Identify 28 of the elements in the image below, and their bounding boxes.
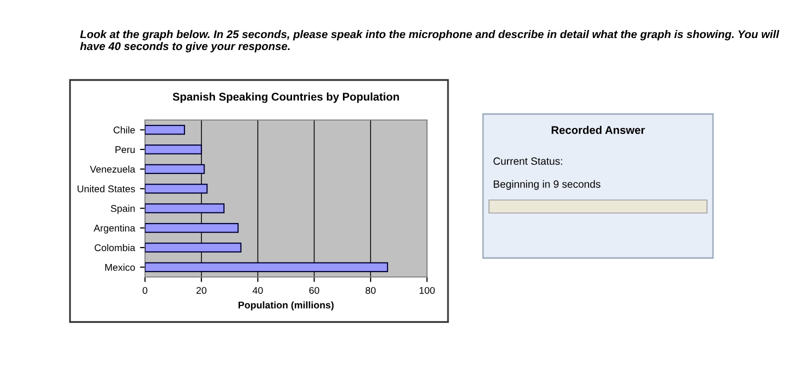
text: Look at the graph below. In 25 seconds, please speak into the microphone and describe in detail what the graph is showing. You will have 40 seconds to give your response. [80, 30, 780, 52]
bar [145, 242, 242, 253]
text: Recorded Answer [552, 126, 645, 134]
x-tick-label: 100 [420, 286, 435, 294]
x-axis-title: Population (millions) [238, 301, 334, 310]
x-tick-label: 40 [252, 286, 263, 294]
y-tick-label: Peru [116, 146, 135, 154]
y-tick-label: Mexico [105, 264, 135, 271]
y-tick-label: Venezuela [90, 166, 136, 173]
x-tick-label: 20 [196, 286, 206, 294]
x-tick-label: 80 [366, 286, 376, 294]
text: Current Status: [494, 157, 562, 165]
bar [145, 144, 202, 154]
bar [145, 222, 239, 233]
y-tick-label: United States [78, 185, 135, 192]
x-tick-label: 60 [309, 286, 320, 294]
y-tick-label: Chile [114, 126, 135, 134]
bar [145, 184, 208, 194]
y-tick-label: Spain [110, 204, 135, 214]
x-tick-label: 0 [142, 286, 148, 294]
bar [145, 164, 205, 174]
y-tick-label: Colombia [94, 244, 136, 252]
bar [145, 124, 186, 135]
chart-title: Spanish Speaking Countries by Population [172, 92, 399, 103]
y-tick-label: Argentina [94, 224, 136, 234]
text: Beginning in 9 seconds [494, 180, 600, 190]
bar [145, 203, 225, 214]
bar [145, 262, 388, 272]
